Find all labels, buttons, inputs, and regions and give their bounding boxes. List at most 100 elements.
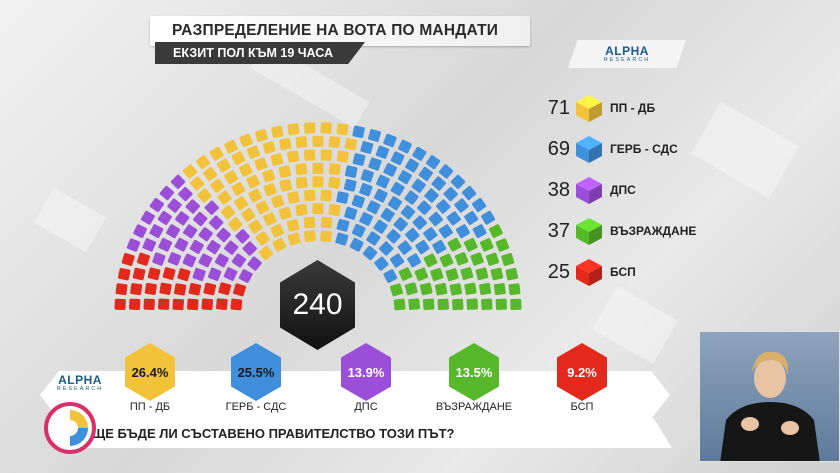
seat-ГЕРБ - СДС	[368, 129, 381, 142]
seat-ПП - ДБ	[220, 205, 236, 220]
page-subtitle: ЕКЗИТ ПОЛ КЪМ 19 ЧАСА	[173, 46, 333, 60]
seat-ГЕРБ - СДС	[343, 178, 357, 192]
seat-ПП - ДБ	[287, 150, 300, 163]
seat-ПП - ДБ	[278, 165, 292, 178]
seat-ПП - ДБ	[320, 216, 333, 229]
legend-row: 38 ДПС	[540, 174, 636, 206]
seat-ВЪЗРАЖДАНЕ	[508, 283, 521, 296]
seat-ПП - ДБ	[271, 125, 284, 139]
seat-ГЕРБ - СДС	[366, 200, 381, 215]
seat-ПП - ДБ	[328, 203, 341, 216]
seat-ГЕРБ - СДС	[398, 139, 412, 154]
seat-ПП - ДБ	[246, 145, 261, 159]
seat-ГЕРБ - СДС	[397, 170, 412, 185]
seat-ПП - ДБ	[295, 163, 308, 176]
seat-ПП - ДБ	[295, 176, 308, 189]
seat-ДПС	[223, 267, 238, 281]
seat-ГЕРБ - СДС	[380, 207, 395, 223]
seat-ДПС	[216, 227, 231, 243]
seat-ВЪЗРАЖДАНЕ	[389, 283, 403, 297]
seat-БСП	[173, 283, 187, 296]
seat-ПП - ДБ	[195, 155, 211, 170]
seat-ГЕРБ - СДС	[336, 191, 349, 204]
legend-seat-count: 38	[547, 178, 570, 201]
seat-БСП	[177, 268, 191, 282]
total-seats-hexagon: 240	[280, 260, 355, 350]
seat-ГЕРБ - СДС	[407, 253, 422, 268]
legend-seat-count: 25	[547, 260, 570, 283]
seat-ГЕРБ - СДС	[397, 240, 412, 255]
seat-ДПС	[166, 224, 181, 239]
seat-ВЪЗРАЖДАНЕ	[454, 252, 469, 266]
seat-БСП	[158, 298, 170, 310]
seat-ГЕРБ - СДС	[405, 158, 420, 173]
seat-ДПС	[247, 256, 262, 271]
seat-ПП - ДБ	[246, 174, 260, 189]
seat-ПП - ДБ	[231, 151, 246, 166]
seat-БСП	[230, 298, 243, 311]
seat-БСП	[136, 252, 151, 266]
seat-ДПС	[170, 174, 186, 189]
seat-ДПС	[167, 252, 182, 266]
seat-ДПС	[159, 185, 175, 201]
seat-ПП - ДБ	[312, 203, 324, 215]
seat-ГЕРБ - СДС	[450, 174, 466, 189]
vote-percent-party: ГЕРБ - СДС	[225, 401, 287, 413]
vote-percent-hexagon: 13.5%	[449, 343, 499, 401]
seat-ДПС	[149, 224, 164, 239]
seat-ПП - ДБ	[258, 245, 274, 261]
seat-ПП - ДБ	[303, 216, 316, 229]
vote-percent-party: ВЪЗРАЖДАНЕ	[435, 401, 513, 413]
seat-ПП - ДБ	[286, 218, 300, 232]
seat-ПП - ДБ	[255, 231, 270, 246]
seat-ПП - ДБ	[263, 183, 277, 197]
legend-party-name: ДПС	[610, 183, 636, 197]
seat-ПП - ДБ	[304, 149, 316, 161]
seat-ГЕРБ - СДС	[351, 223, 366, 238]
seat-ГЕРБ - СДС	[432, 239, 447, 254]
seat-ПП - ДБ	[295, 203, 308, 216]
seat-ГЕРБ - СДС	[362, 245, 378, 261]
seat-ДПС	[140, 210, 155, 225]
seat-ВЪЗРАЖДАНЕ	[510, 298, 522, 311]
seat-ПП - ДБ	[228, 217, 243, 232]
seat-БСП	[143, 298, 155, 310]
seat-ПП - ДБ	[336, 123, 349, 136]
seat-ВЪЗРАЖДАНЕ	[460, 267, 474, 280]
seat-БСП	[188, 283, 202, 296]
seat-ГЕРБ - СДС	[360, 141, 374, 154]
title-bar: РАЗПРЕДЕЛЕНИЕ НА ВОТА ПО МАНДАТИ	[150, 16, 530, 46]
seat-ВЪЗРАЖДАНЕ	[470, 252, 484, 266]
seat-ПП - ДБ	[255, 200, 270, 215]
seat-БСП	[218, 282, 232, 296]
seat-БСП	[130, 283, 143, 296]
legend-seat-count: 37	[547, 219, 570, 242]
seat-ГЕРБ - СДС	[443, 186, 458, 202]
seat-ГЕРБ - СДС	[389, 253, 405, 268]
seat-ВЪЗРАЖДАНЕ	[398, 267, 413, 281]
seat-ВЪЗРАЖДАНЕ	[430, 267, 444, 282]
seat-ГЕРБ - СДС	[472, 197, 487, 213]
seat-БСП	[162, 267, 176, 280]
seat-ВЪЗРАЖДАНЕ	[505, 267, 519, 281]
logo-main-text: ALPHA	[605, 43, 649, 58]
seat-ДПС	[182, 253, 197, 268]
seat-ПП - ДБ	[287, 191, 300, 204]
seat-ГЕРБ - СДС	[359, 183, 373, 197]
seat-БСП	[121, 252, 135, 266]
seat-ГЕРБ - СДС	[383, 269, 398, 283]
seat-ПП - ДБ	[312, 135, 324, 147]
seat-ДПС	[142, 238, 157, 252]
seat-ПП - ДБ	[255, 129, 268, 142]
seat-ПП - ДБ	[304, 189, 316, 202]
seat-ГЕРБ - СДС	[344, 165, 358, 178]
seat-ГЕРБ - СДС	[336, 218, 350, 232]
seat-ПП - ДБ	[262, 169, 276, 183]
seat-ВЪЗРАЖДАНЕ	[445, 268, 459, 282]
seat-ВЪЗРАЖДАНЕ	[475, 267, 489, 281]
seat-ДПС	[198, 253, 213, 268]
seat-ПП - ДБ	[270, 223, 285, 238]
seat-ГЕРБ - СДС	[481, 210, 496, 225]
seat-БСП	[203, 282, 217, 296]
vote-percent-item: 9.2% БСП	[532, 343, 632, 413]
